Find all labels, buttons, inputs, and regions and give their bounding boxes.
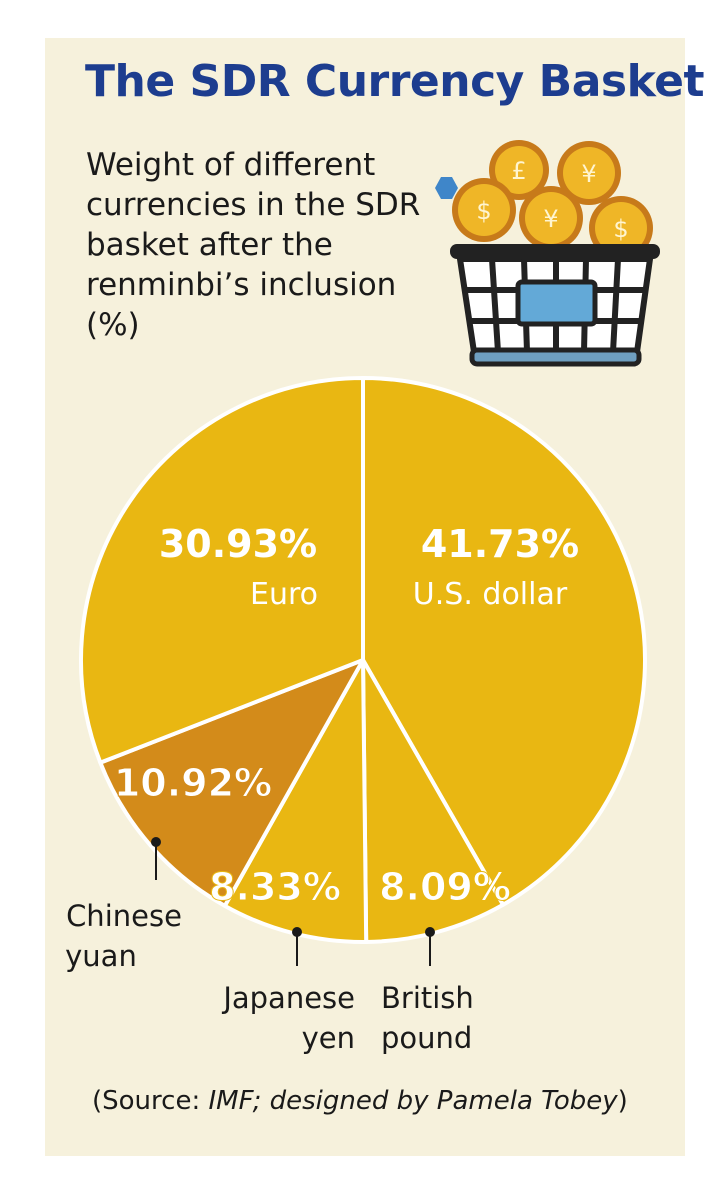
svg-text:$: $ bbox=[613, 215, 628, 243]
basket-icon bbox=[450, 244, 660, 367]
pie-slices bbox=[79, 376, 647, 944]
pie-labels: 41.73% U.S. dollar 8.09% British pound 8.33% J… bbox=[65, 522, 579, 1055]
leader-dot-chinese-yuan bbox=[151, 837, 161, 847]
leader-dot-british-pound bbox=[425, 927, 435, 937]
slice-label-chinese-yuan-line-1: Chinese bbox=[66, 899, 182, 933]
pie-slice-euro bbox=[79, 376, 365, 765]
source-note: (Source: IMF; designed by Pamela Tobey) bbox=[92, 1086, 628, 1116]
source-suffix: ) bbox=[617, 1086, 628, 1116]
source-credit: IMF; designed by Pamela Tobey bbox=[208, 1086, 618, 1116]
slice-label-japanese-yen-line-2: yen bbox=[302, 1021, 355, 1055]
value-label-chinese-yuan: 10.92% bbox=[114, 761, 272, 805]
slice-label-british-pound-line-2: pound bbox=[381, 1021, 472, 1055]
slice-label-u-s-dollar: U.S. dollar bbox=[413, 577, 568, 612]
svg-text:$: $ bbox=[476, 197, 491, 225]
pie-slice-chinese-yuan bbox=[98, 658, 365, 908]
slice-label-chinese-yuan-line-2: yuan bbox=[65, 939, 137, 973]
slice-label-euro: Euro bbox=[250, 577, 318, 612]
svg-text:£: £ bbox=[511, 157, 526, 185]
source-prefix: (Source: bbox=[92, 1086, 209, 1116]
basket-of-coins-icon: £ ¥ $ ¥ $ bbox=[435, 140, 660, 367]
pie-slice-british-pound bbox=[361, 658, 506, 944]
slice-label-japanese-yen-line-1: Japanese bbox=[221, 981, 355, 1015]
coin-icon: £ bbox=[489, 140, 549, 200]
coin-icon: ¥ bbox=[557, 141, 621, 205]
chart-subtitle: Weight of different currencies in the SD… bbox=[86, 147, 421, 343]
leader-dot-japanese-yen bbox=[292, 927, 302, 937]
value-label-british-pound: 8.09% bbox=[379, 865, 511, 909]
coin-icon: $ bbox=[452, 178, 516, 242]
svg-text:¥: ¥ bbox=[581, 160, 596, 188]
value-label-u-s-dollar: 41.73% bbox=[421, 522, 579, 566]
value-label-euro: 30.93% bbox=[159, 522, 317, 566]
slice-label-british-pound-line-1: British bbox=[381, 981, 474, 1015]
coin-icon: ¥ bbox=[519, 186, 583, 250]
pie-slice-u-s-dollar bbox=[361, 376, 647, 907]
svg-text:¥: ¥ bbox=[543, 205, 558, 233]
chart-title: The SDR Currency Basket bbox=[85, 56, 705, 107]
value-label-japanese-yen: 8.33% bbox=[209, 865, 341, 909]
